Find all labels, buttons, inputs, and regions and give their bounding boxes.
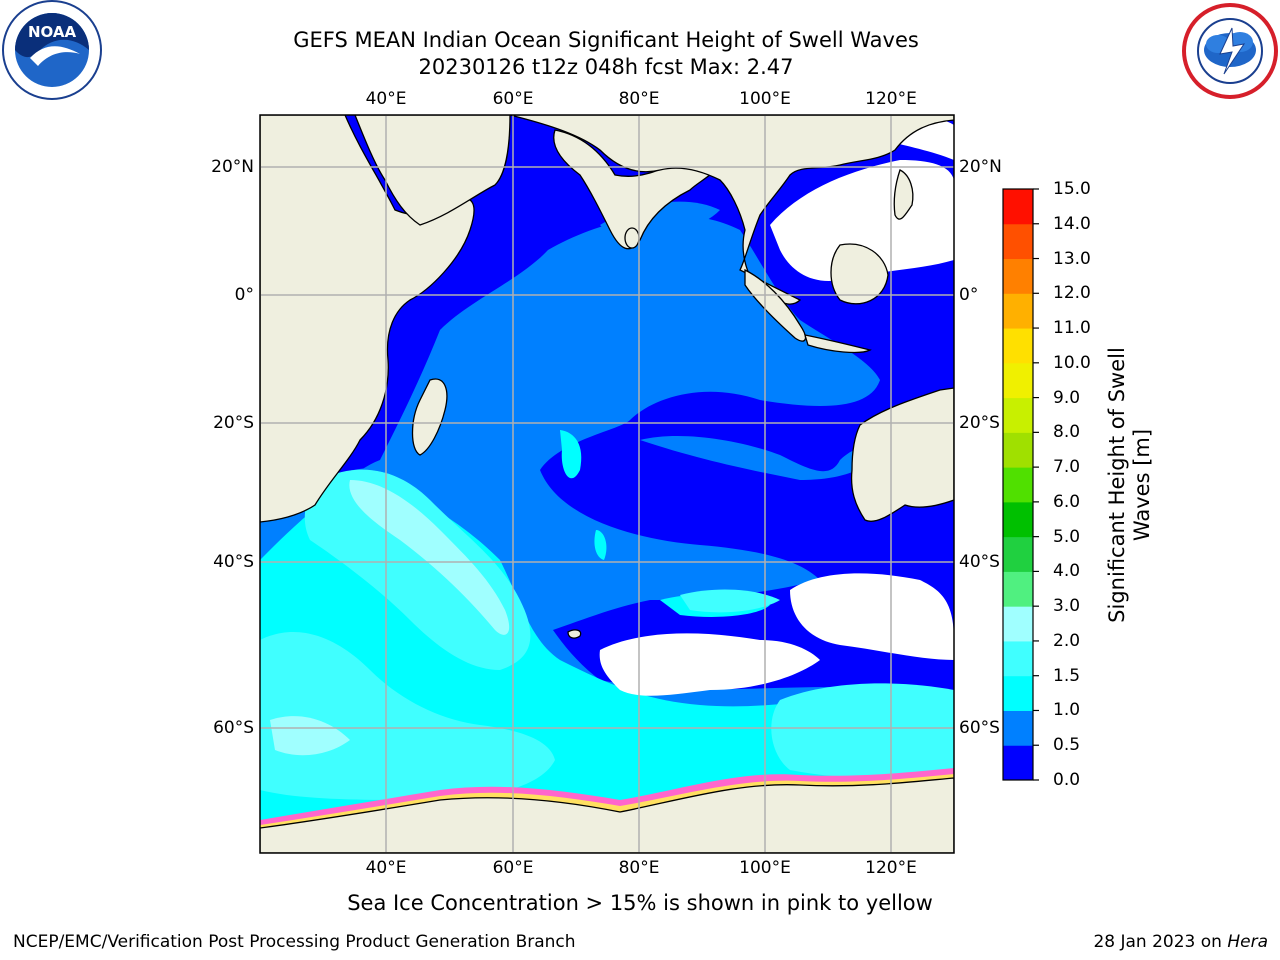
- lon-tick-top: 120°E: [865, 89, 917, 109]
- colorbar-swatch: [1003, 467, 1033, 503]
- lat-tick-right: 40°S: [959, 552, 1000, 572]
- footer-credit: NCEP/EMC/Verification Post Processing Pr…: [13, 932, 576, 952]
- footer-date: 28 Jan 2023 on Hera: [1093, 932, 1268, 952]
- footer-machine-name: Hera: [1227, 932, 1268, 952]
- colorbar-tick-label: 6.0: [1053, 491, 1081, 512]
- colorbar-tick-label: 0.5: [1053, 735, 1081, 756]
- lat-tick-right: 0°: [959, 285, 979, 305]
- lon-tick-top: 80°E: [618, 89, 660, 109]
- colorbar-tick-label: 10.0: [1053, 352, 1091, 373]
- colorbar-label: Significant Height of Swell Waves [m]: [1105, 347, 1154, 623]
- national-weather-service-logo: [1182, 3, 1278, 99]
- lat-tick-right: 20°N: [959, 157, 1002, 177]
- colorbar-frame: [1002, 188, 1034, 781]
- colorbar-tick-label: 8.0: [1053, 422, 1081, 443]
- lon-tick-top: 60°E: [492, 89, 534, 109]
- sea-ice-caption: Sea Ice Concentration > 15% is shown in …: [347, 891, 933, 915]
- lon-tick-top: 40°E: [365, 89, 407, 109]
- colorbar-tick-label: 2.0: [1053, 630, 1081, 651]
- lon-tick-bottom: 120°E: [865, 858, 917, 878]
- colorbar-tick-label: 1.0: [1053, 700, 1081, 721]
- colorbar-swatch: [1003, 223, 1033, 260]
- colorbar-tick-label: 15.0: [1053, 179, 1091, 199]
- colorbar-swatch: [1003, 571, 1033, 607]
- chart-subtitle: 20230126 t12z 048h fcst Max: 2.47: [418, 55, 794, 79]
- lat-tick-left: 40°S: [213, 552, 254, 572]
- map-area: [260, 115, 954, 853]
- colorbar-tick-label: 13.0: [1053, 248, 1091, 269]
- lat-tick-left: 60°S: [213, 718, 254, 738]
- colorbar-tick-label: 4.0: [1053, 561, 1081, 582]
- colorbar-swatch: [1003, 189, 1033, 225]
- lat-tick-right: 60°S: [959, 718, 1000, 738]
- colorbar-tick-label: 3.0: [1053, 596, 1081, 617]
- colorbar-tick-label: 7.0: [1053, 457, 1081, 478]
- lat-tick-left: 0°: [234, 285, 254, 305]
- colorbar-swatch: [1003, 397, 1033, 433]
- colorbar-tick-label: 0.0: [1053, 770, 1081, 790]
- noaa-logo: NOAA: [2, 0, 102, 100]
- colorbar-swatch: [1003, 501, 1033, 538]
- colorbar-swatch: [1003, 606, 1033, 642]
- lon-tick-bottom: 80°E: [618, 858, 660, 878]
- lon-tick-bottom: 40°E: [365, 858, 407, 878]
- colorbar-swatch: [1003, 745, 1033, 781]
- colorbar-tick-label: 12.0: [1053, 283, 1091, 304]
- colorbar-swatch: [1003, 362, 1033, 399]
- colorbar-swatch: [1003, 328, 1033, 364]
- colorbar-tick-label: 9.0: [1053, 387, 1081, 408]
- colorbar-swatch: [1003, 640, 1033, 677]
- lat-tick-left: 20°S: [213, 413, 254, 433]
- colorbar-swatch: [1003, 675, 1033, 711]
- colorbar-swatch: [1003, 536, 1033, 572]
- land: [260, 115, 954, 853]
- colorbar-tick-label: 14.0: [1053, 213, 1091, 234]
- swell-band-2.0-3.0: [270, 480, 510, 756]
- lon-tick-bottom: 100°E: [739, 858, 791, 878]
- colorbar-tick-label: 1.5: [1053, 665, 1081, 686]
- colorbar-tick-label: 11.0: [1053, 318, 1091, 339]
- lon-tick-bottom: 60°E: [492, 858, 534, 878]
- colorbar-swatch: [1003, 258, 1033, 294]
- sea-ice-edge: [260, 768, 954, 828]
- colorbar-swatch: [1003, 432, 1033, 468]
- chart-title: GEFS MEAN Indian Ocean Significant Heigh…: [293, 28, 919, 52]
- map-gridlines: [260, 115, 954, 853]
- colorbar-tick-label: 5.0: [1053, 526, 1081, 547]
- map-frame: [259, 114, 955, 854]
- colorbar-swatch: [1003, 293, 1033, 329]
- noaa-logo-text: NOAA: [28, 23, 77, 41]
- colorbar-swatch: [1003, 710, 1033, 746]
- lon-tick-top: 100°E: [739, 89, 791, 109]
- footer-date-text: 28 Jan 2023 on: [1093, 932, 1228, 952]
- lat-tick-right: 20°S: [959, 413, 1000, 433]
- colorbar: [1003, 188, 1039, 781]
- lat-tick-left: 20°N: [211, 157, 254, 177]
